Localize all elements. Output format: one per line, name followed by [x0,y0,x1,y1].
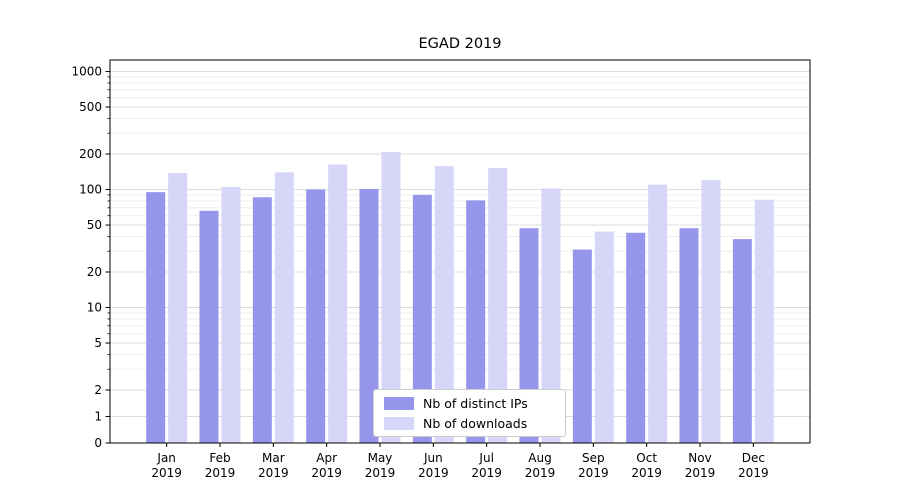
x-tick-label-year: 2019 [578,466,609,480]
y-tick-label: 1 [94,410,102,424]
x-tick-label-month: May [368,451,393,465]
legend-item-distinct-ips: Nb of distinct IPs [384,396,555,411]
x-tick-label-month: Nov [688,451,711,465]
x-tick-label-year: 2019 [471,466,502,480]
bar-downloads [274,172,294,443]
bar-downloads [381,151,401,444]
x-tick-label-year: 2019 [631,466,662,480]
y-tick-label: 5 [94,336,102,350]
bar-distinct-ips [626,232,646,443]
legend-label-downloads: Nb of downloads [423,415,528,431]
bar-distinct-ips [466,200,486,443]
bar-downloads [541,188,561,443]
legend-swatch-distinct-ips-icon [384,396,414,410]
x-tick-label-month: Feb [209,451,230,465]
x-tick-label-month: Oct [636,451,657,465]
bar-distinct-ips [252,197,272,443]
x-tick-label-month: Jul [478,451,493,465]
x-tick-label-year: 2019 [258,466,289,480]
legend-swatch-downloads-icon [384,416,414,430]
x-tick-label-year: 2019 [738,466,769,480]
x-tick-label-month: Apr [316,451,337,465]
y-tick-label: 10 [87,301,102,315]
y-tick-label: 1000 [71,65,102,79]
y-tick-label: 2 [94,383,102,397]
chart-title: EGAD 2019 [418,36,502,52]
legend-item-downloads: Nb of downloads [384,416,555,431]
bar-downloads [168,173,188,443]
y-tick-label: 200 [79,147,102,161]
bar-distinct-ips [199,210,219,443]
x-tick-label-month: Jan [156,451,176,465]
x-tick-label-year: 2019 [525,466,556,480]
y-tick-label: 100 [79,183,102,197]
x-tick-label-year: 2019 [311,466,342,480]
x-tick-label-month: Dec [742,451,765,465]
y-tick-label: 0 [94,436,102,450]
bar-downloads [648,184,668,443]
y-tick-label: 50 [87,218,102,232]
y-tick-label: 500 [79,100,102,114]
y-tick-label: 20 [87,265,102,279]
bar-downloads [221,187,241,443]
bar-distinct-ips [306,189,326,443]
legend: Nb of distinct IPs Nb of downloads [373,389,566,437]
x-tick-label-month: Aug [528,451,551,465]
bar-downloads [754,199,774,443]
bar-distinct-ips [679,228,699,443]
plot-border [109,59,811,444]
x-tick-label-month: Sep [582,451,605,465]
x-tick-label-year: 2019 [685,466,716,480]
bar-distinct-ips [412,194,432,443]
x-tick-label-year: 2019 [418,466,449,480]
bar-downloads [488,168,508,443]
x-tick-label-month: Mar [262,451,285,465]
x-tick-label-year: 2019 [365,466,396,480]
bar-distinct-ips [572,249,592,443]
x-tick-label-year: 2019 [151,466,182,480]
x-tick-label-month: Jun [423,451,443,465]
bar-downloads [434,166,454,443]
bar-downloads [328,164,348,443]
bar-downloads [594,231,614,443]
x-tick-label-year: 2019 [205,466,236,480]
bar-distinct-ips [359,189,379,443]
bar-distinct-ips [146,192,166,443]
bar-downloads [701,180,721,443]
legend-label-distinct-ips: Nb of distinct IPs [423,395,528,411]
bar-distinct-ips [732,239,752,443]
